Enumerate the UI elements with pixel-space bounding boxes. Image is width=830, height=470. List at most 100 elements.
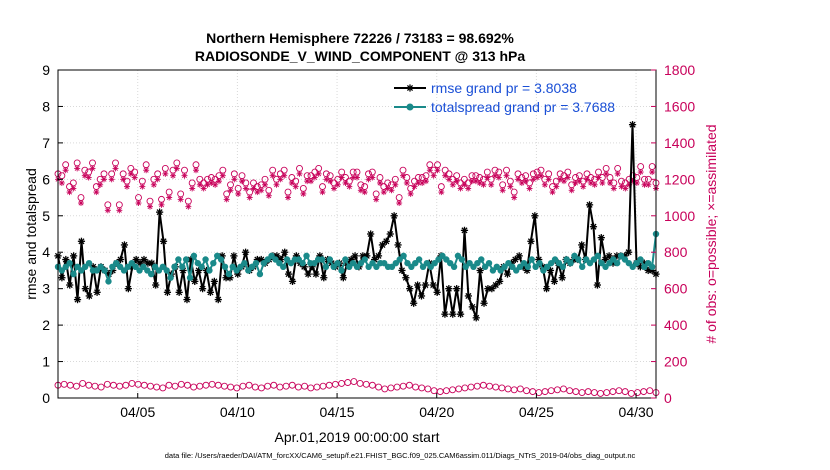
point-obs-possible-lower [646, 387, 654, 395]
point-obs-assimilated [319, 189, 326, 196]
point-obs-assimilated [219, 172, 226, 179]
point-totalspread [613, 259, 621, 267]
point-obs-assimilated [112, 165, 119, 172]
point-obs-assimilated [334, 181, 341, 188]
point-obs-assimilated [438, 189, 445, 196]
point-totalspread [369, 259, 376, 267]
point-totalspread [443, 256, 450, 263]
point-obs-assimilated [216, 178, 222, 185]
point-totalspread [58, 267, 66, 274]
point-rmse [597, 234, 605, 242]
point-totalspread [198, 263, 205, 270]
point-rmse [585, 201, 594, 209]
point-totalspread [113, 259, 120, 267]
point-obs-assimilated [212, 181, 219, 188]
point-obs-possible-lower [122, 381, 130, 389]
point-totalspread [136, 267, 143, 274]
point-totalspread [540, 267, 547, 274]
point-totalspread [221, 263, 229, 270]
point-rmse [413, 281, 422, 289]
point-obs-assimilated [426, 167, 433, 174]
point-totalspread [264, 256, 271, 263]
point-rmse [70, 252, 78, 260]
point-totalspread [163, 267, 170, 274]
point-obs-assimilated [147, 203, 153, 210]
point-obs-assimilated [564, 174, 571, 181]
point-obs-possible-lower [516, 385, 524, 393]
point-rmse [199, 285, 207, 293]
point-obs-assimilated [296, 170, 303, 177]
point-obs-assimilated [465, 185, 472, 192]
point-totalspread [159, 263, 167, 270]
point-obs-assimilated [415, 179, 422, 186]
point-obs-assimilated [595, 174, 602, 181]
point-obs-assimilated [649, 169, 656, 176]
data-file-footer: data file: /Users/raeder/DAI/ATM_forcXX/… [165, 451, 636, 460]
point-obs-possible-lower [245, 381, 253, 389]
point-obs-assimilated [446, 176, 452, 183]
left-tick-label: 2 [42, 317, 50, 333]
point-obs-assimilated [127, 170, 134, 177]
point-obs-possible-lower [79, 379, 87, 387]
point-obs-assimilated [143, 167, 150, 174]
point-obs-assimilated [622, 185, 629, 192]
point-totalspread [182, 256, 190, 263]
left-tick-label: 9 [42, 62, 50, 78]
point-rmse [230, 252, 238, 260]
point-obs-assimilated [173, 165, 180, 172]
point-obs-assimilated [185, 203, 192, 210]
point-rmse [93, 288, 101, 296]
point-obs-assimilated [484, 174, 491, 181]
chart-subtitle: RADIOSONDE_V_WIND_COMPONENT @ 313 hPa [195, 48, 525, 64]
left-tick-label: 0 [42, 390, 50, 406]
point-obs-assimilated [124, 183, 130, 190]
point-obs-possible-lower [97, 383, 105, 391]
point-obs-assimilated [273, 181, 280, 188]
right-tick-label: 0 [664, 390, 672, 406]
point-totalspread [338, 267, 345, 274]
point-obs-assimilated [93, 189, 100, 196]
point-obs-assimilated [503, 172, 510, 179]
point-rmse [206, 288, 215, 296]
point-obs-possible-lower [184, 381, 191, 389]
point-totalspread [478, 256, 485, 263]
point-totalspread [268, 252, 275, 260]
point-totalspread [532, 263, 539, 270]
point-totalspread [415, 256, 423, 263]
point-rmse [527, 237, 535, 245]
point-totalspread [450, 263, 458, 270]
chart-title: Northern Hemisphere 72226 / 73183 = 98.6… [206, 30, 514, 46]
point-totalspread [101, 267, 108, 274]
point-totalspread [326, 256, 334, 263]
point-obs-assimilated [78, 200, 84, 207]
point-rmse [66, 281, 74, 289]
point-rmse [542, 285, 551, 293]
point-totalspread [272, 256, 279, 263]
point-obs-assimilated [541, 181, 548, 188]
point-obs-assimilated [166, 194, 173, 201]
point-rmse [285, 270, 293, 278]
x-tick-label: 04/15 [320, 404, 355, 420]
point-totalspread [470, 263, 477, 270]
right-tick-label: 800 [664, 244, 688, 260]
point-obs-assimilated [281, 172, 288, 179]
point-totalspread [260, 259, 268, 267]
point-totalspread [330, 263, 337, 270]
point-rmse [578, 241, 586, 249]
point-totalspread [648, 263, 656, 270]
point-obs-assimilated [511, 194, 518, 201]
point-totalspread [412, 259, 419, 267]
x-axis: 04/05 04/10 04/15 04/20 04/25 04/30 [120, 393, 654, 420]
point-rmse [320, 274, 328, 282]
point-totalspread [132, 263, 139, 270]
point-rmse [378, 241, 387, 249]
point-obs-assimilated [158, 201, 165, 208]
point-totalspread [536, 259, 543, 267]
point-obs-assimilated [403, 179, 410, 186]
point-rmse [476, 266, 484, 275]
point-rmse [402, 274, 410, 282]
point-rmse [511, 255, 519, 264]
point-obs-assimilated [591, 181, 598, 188]
point-obs-assimilated [162, 170, 169, 177]
point-totalspread [202, 256, 209, 263]
